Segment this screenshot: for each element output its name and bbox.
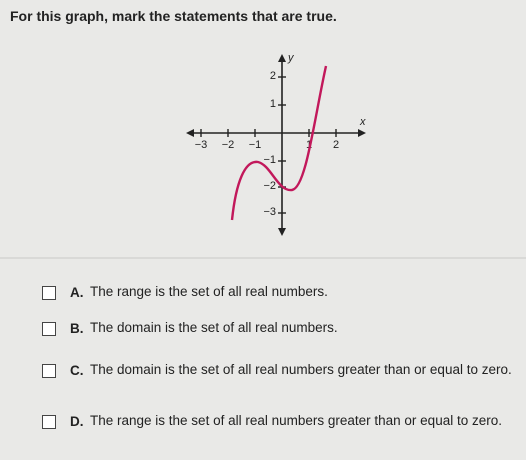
y-tick-label: 2 [270,70,276,82]
question: For this graph, mark the statements that… [10,8,337,24]
option[interactable]: D. The range is the set of all real numbe… [42,413,512,430]
curve [230,65,328,221]
arrow [358,129,366,137]
x-tick-label: −1 [249,139,262,151]
option[interactable]: A. The range is the set of all real numbe… [42,284,512,301]
option-text: The domain is the set of all real number… [90,320,338,335]
checkbox[interactable] [42,322,56,336]
option-text: The domain is the set of all real number… [90,362,512,377]
x-tick-label: 2 [333,139,339,151]
arrow [186,129,194,137]
y-tick-label: −1 [263,154,276,166]
option-letter: D. [70,414,84,429]
option-letter: B. [70,321,84,336]
option-text: The range is the set of all real numbers… [90,413,502,428]
y-axis-label: y [287,52,295,64]
option-text: The range is the set of all real numbers… [90,284,328,299]
arrow [278,54,286,62]
option[interactable]: C. The domain is the set of all real numb… [42,362,512,379]
y-tick-label: −3 [263,206,276,218]
arrow [278,228,286,236]
x-axis-label: x [359,116,366,128]
x-tick-label: −2 [222,139,235,151]
x-tick-label: 1 [306,139,312,151]
option-letter: C. [70,363,84,378]
x-tick-label: −3 [195,139,208,151]
option[interactable]: B. The domain is the set of all real numb… [42,320,512,337]
option-letter: A. [70,285,84,300]
checkbox[interactable] [42,286,56,300]
checkbox[interactable] [42,415,56,429]
y-tick-label: 1 [270,98,276,110]
checkbox[interactable] [42,364,56,378]
y-tick-label: −2 [263,180,276,192]
